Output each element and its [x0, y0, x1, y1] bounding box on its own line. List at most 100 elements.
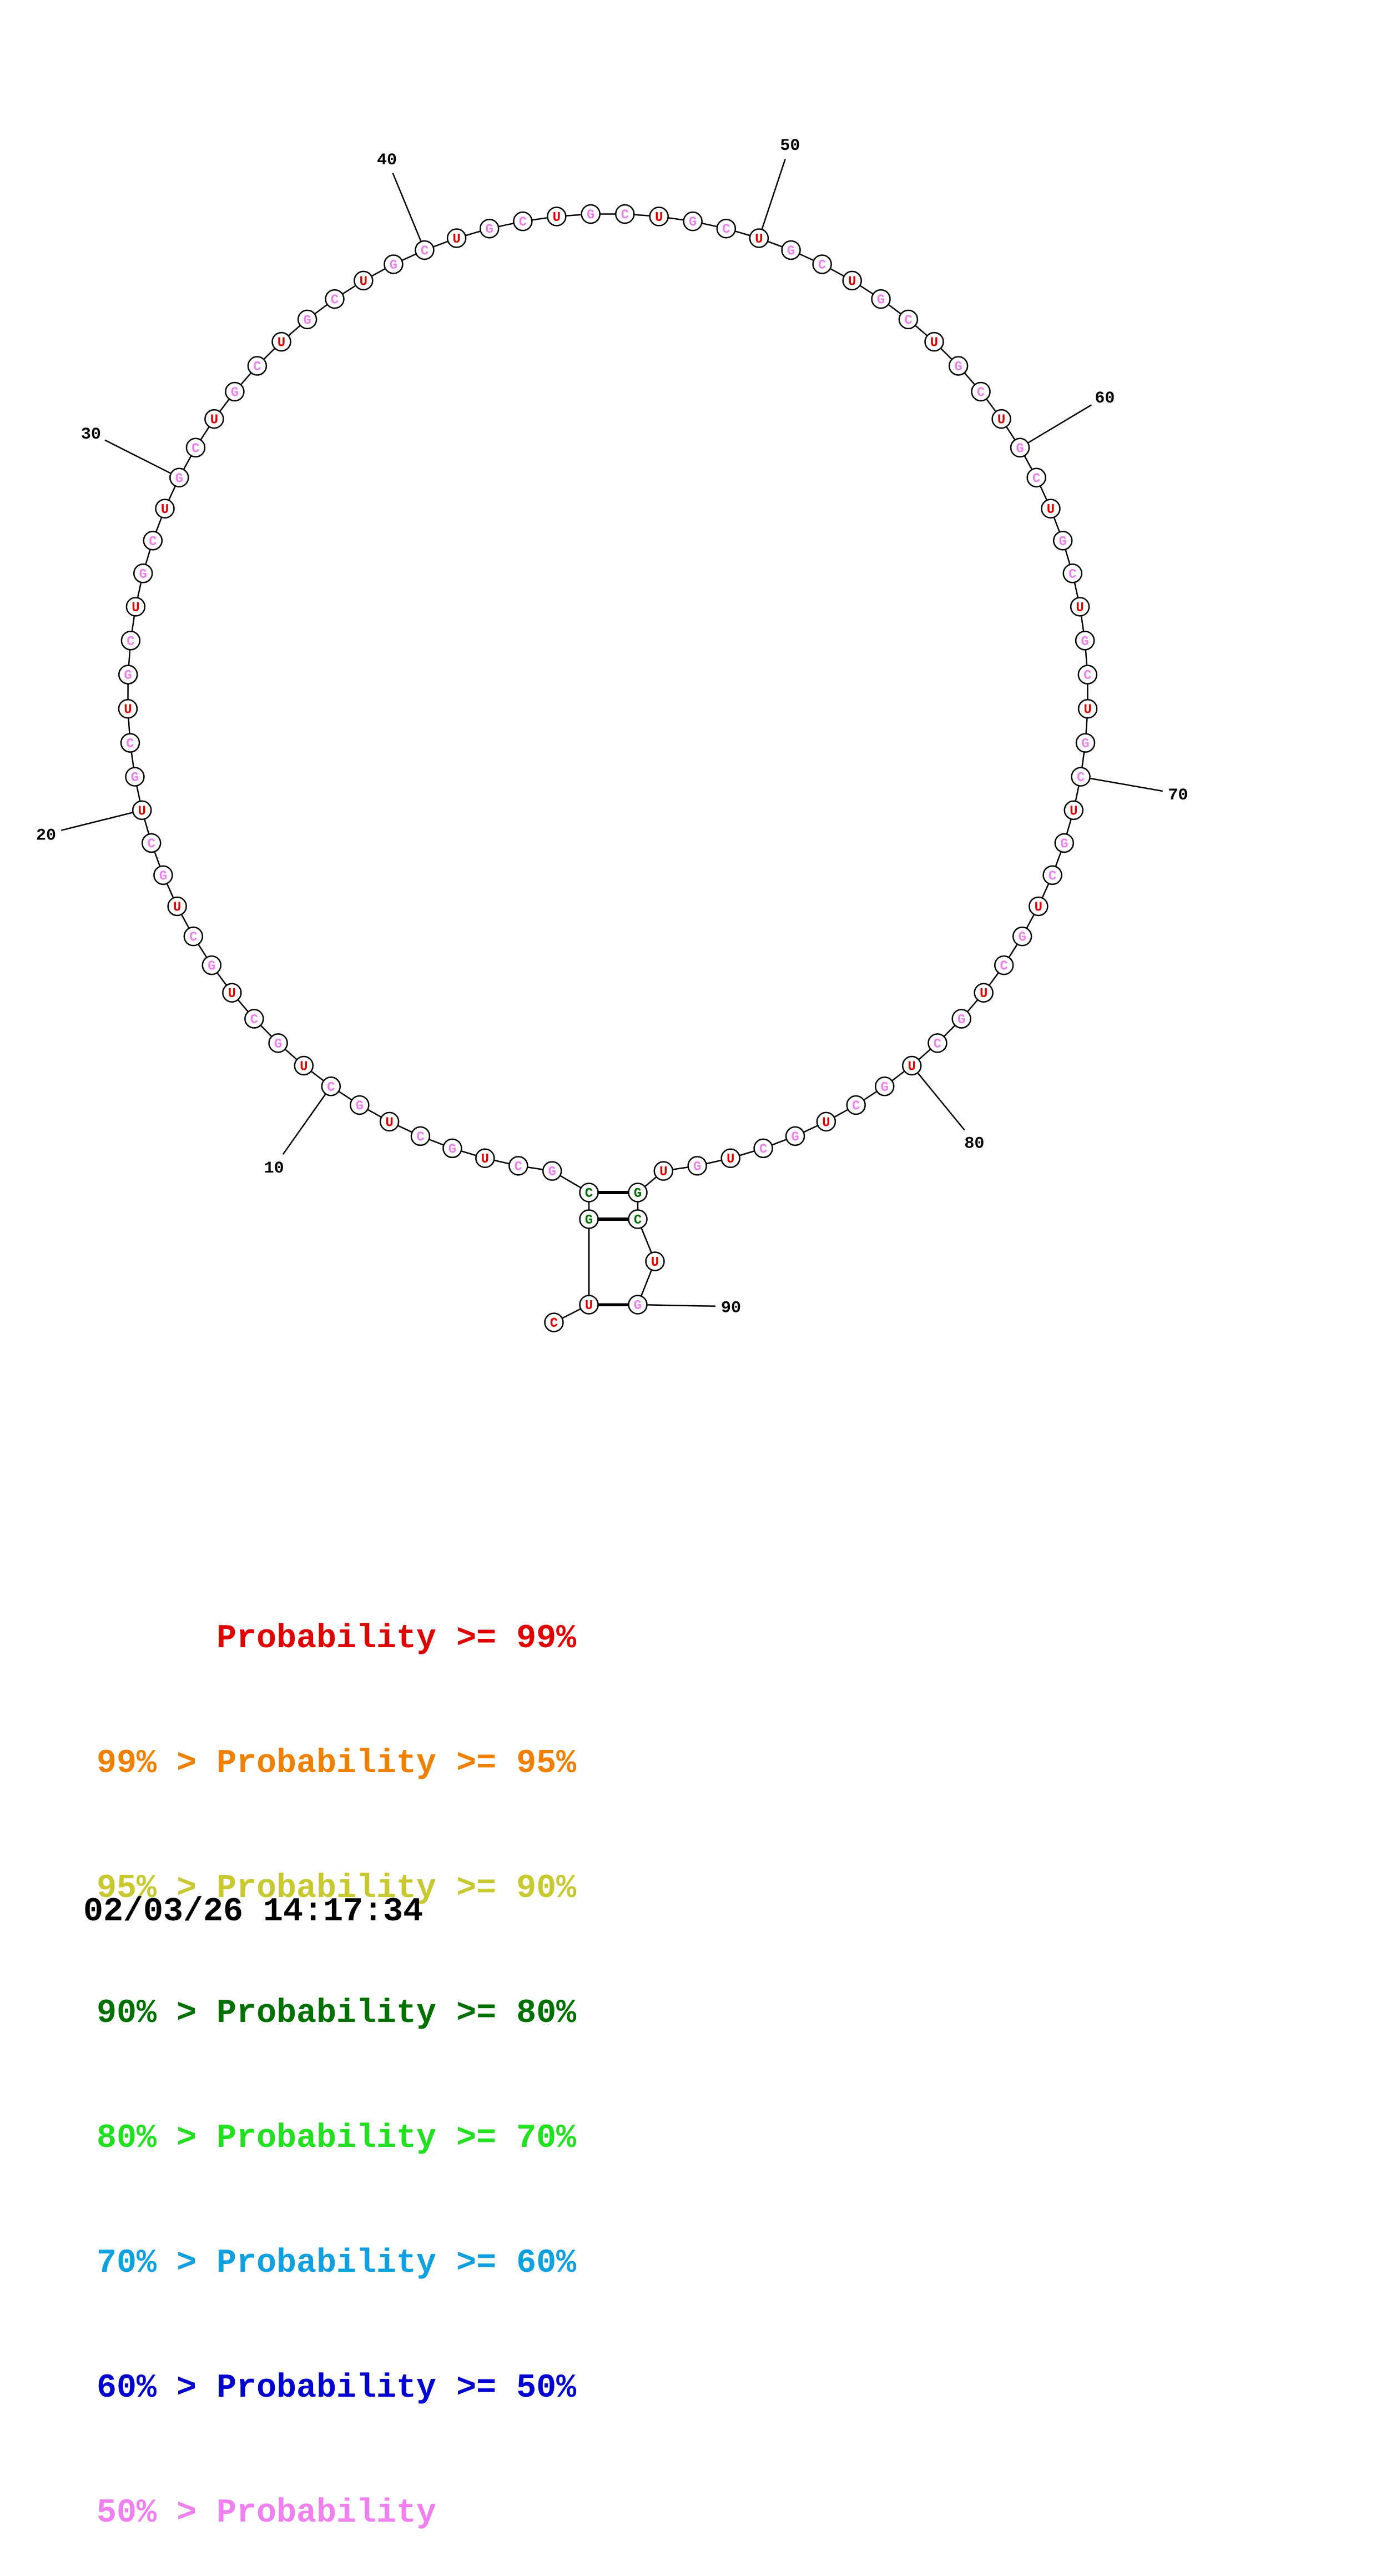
- nucleotide: C: [1044, 866, 1062, 884]
- nucleotide: G: [582, 205, 600, 223]
- position-label: 10: [264, 1159, 284, 1178]
- nucleotide-letter: C: [585, 1186, 593, 1201]
- nucleotide-letter: G: [548, 1165, 556, 1180]
- position-label: 60: [1095, 389, 1115, 408]
- legend-row-60: 70% > Probability >= 60%: [0, 2243, 722, 2285]
- legend-right-label: Probability: [216, 2493, 436, 2534]
- nucleotide: U: [903, 1056, 921, 1075]
- nucleotide: C: [629, 1210, 647, 1229]
- nucleotide: G: [1054, 531, 1072, 550]
- nucleotide: G: [786, 1127, 804, 1145]
- nucleotide: C: [245, 1010, 263, 1028]
- nucleotide: C: [513, 212, 532, 230]
- nucleotide-letter: C: [149, 535, 157, 550]
- nucleotide-letter: G: [448, 1142, 456, 1157]
- nucleotide-letter: U: [1076, 601, 1083, 616]
- nucleotide-letter: C: [759, 1142, 767, 1157]
- nucleotide: G: [350, 1096, 369, 1114]
- nucleotide-letter: U: [655, 210, 663, 225]
- nucleotide: U: [1029, 897, 1047, 915]
- nucleotide-letter: U: [1070, 804, 1077, 819]
- nucleotide-letter: U: [132, 601, 139, 616]
- nucleotide: G: [688, 1156, 707, 1175]
- nucleotide-letter: G: [124, 668, 132, 683]
- nucleotide-letter: U: [452, 232, 460, 247]
- legend-right-label: Probability >= 95%: [216, 1743, 576, 1785]
- nucleotide-letter: G: [1059, 535, 1067, 550]
- nucleotide-letter: C: [818, 258, 826, 273]
- nucleotide-letter: G: [693, 1160, 701, 1175]
- nucleotide: C: [411, 1127, 430, 1145]
- nucleotide-letter: G: [881, 1080, 889, 1095]
- nucleotide-letter: C: [327, 1080, 335, 1095]
- nucleotide-letter: U: [553, 210, 561, 225]
- legend-left-label: 60% >: [0, 2368, 216, 2409]
- position-label: 50: [780, 137, 800, 155]
- nucleotide-letter: C: [550, 1316, 558, 1331]
- legend-left-label: 99% >: [0, 1743, 216, 1785]
- nucleotide: G: [225, 383, 244, 401]
- nucleotide-letter: G: [1016, 441, 1024, 456]
- nucleotide: C: [1078, 666, 1097, 684]
- legend-right-label: Probability >= 60%: [216, 2243, 576, 2285]
- position-label: 70: [1168, 786, 1188, 805]
- nucleotide-letter: G: [585, 1213, 593, 1228]
- nucleotide: C: [928, 1034, 946, 1052]
- nucleotide-letter: C: [253, 360, 261, 375]
- nucleotide: U: [992, 410, 1011, 428]
- nucleotide-letter: U: [980, 987, 987, 1002]
- nucleotide-letter: U: [138, 804, 146, 819]
- nucleotide-letter: U: [1035, 900, 1042, 915]
- nucleotide-letter: U: [1083, 703, 1091, 718]
- nucleotide: U: [354, 271, 372, 290]
- nucleotide-letter: G: [634, 1186, 642, 1201]
- nucleotide-letter: C: [621, 208, 629, 223]
- nucleotide-letter: C: [1000, 959, 1008, 974]
- nucleotide: G: [170, 469, 188, 487]
- nucleotide: G: [952, 1010, 971, 1028]
- nucleotide: C: [1072, 768, 1090, 786]
- nucleotide-letter: C: [722, 223, 730, 238]
- nucleotide-letter: C: [416, 1130, 424, 1145]
- nucleotide-letter: U: [848, 274, 856, 289]
- position-tick-line: [1020, 405, 1092, 447]
- nucleotide: G: [684, 212, 702, 230]
- legend-left-label: 50% >: [0, 2493, 216, 2534]
- nucleotide: U: [295, 1056, 313, 1075]
- nucleotide: G: [443, 1139, 461, 1158]
- nucleotide-letter: C: [934, 1037, 941, 1052]
- nucleotide: U: [447, 229, 466, 248]
- position-tick-line: [105, 440, 179, 478]
- legend-left-label: [0, 1618, 216, 1660]
- nucleotide: G: [782, 241, 800, 259]
- nucleotide-letter: G: [131, 771, 139, 786]
- nucleotide-letter: C: [126, 737, 134, 752]
- nucleotide-letter: C: [1077, 771, 1085, 786]
- nucleotide: U: [205, 410, 223, 428]
- nucleotide-letter: G: [791, 1130, 799, 1145]
- nucleotide: G: [298, 310, 316, 329]
- nucleotide: U: [646, 1252, 664, 1271]
- nucleotide-letter: C: [1083, 668, 1091, 683]
- nucleotide: U: [654, 1162, 673, 1180]
- nucleotide: G: [384, 255, 402, 273]
- nucleotide-letter: C: [515, 1160, 522, 1175]
- nucleotide: U: [476, 1149, 494, 1168]
- position-label: 90: [721, 1299, 741, 1317]
- nucleotide: G: [134, 564, 152, 582]
- nucleotide: C: [415, 241, 434, 259]
- nucleotide: C: [187, 439, 205, 457]
- nucleotide: G: [1076, 631, 1094, 650]
- nucleotide: C: [1063, 564, 1082, 582]
- position-tick-line: [1081, 777, 1163, 791]
- nucleotide-letter: C: [127, 635, 134, 650]
- nucleotide-letter: G: [159, 869, 167, 884]
- legend-right-label: Probability >= 50%: [216, 2368, 576, 2409]
- nucleotide-letter: U: [161, 502, 169, 517]
- position-label: 40: [377, 151, 397, 170]
- nucleotide-letter: G: [689, 215, 697, 230]
- nucleotide: U: [1041, 500, 1060, 518]
- nucleotide: U: [1071, 597, 1089, 616]
- nucleotide-letter: C: [1032, 471, 1040, 486]
- nucleotide: U: [843, 271, 861, 290]
